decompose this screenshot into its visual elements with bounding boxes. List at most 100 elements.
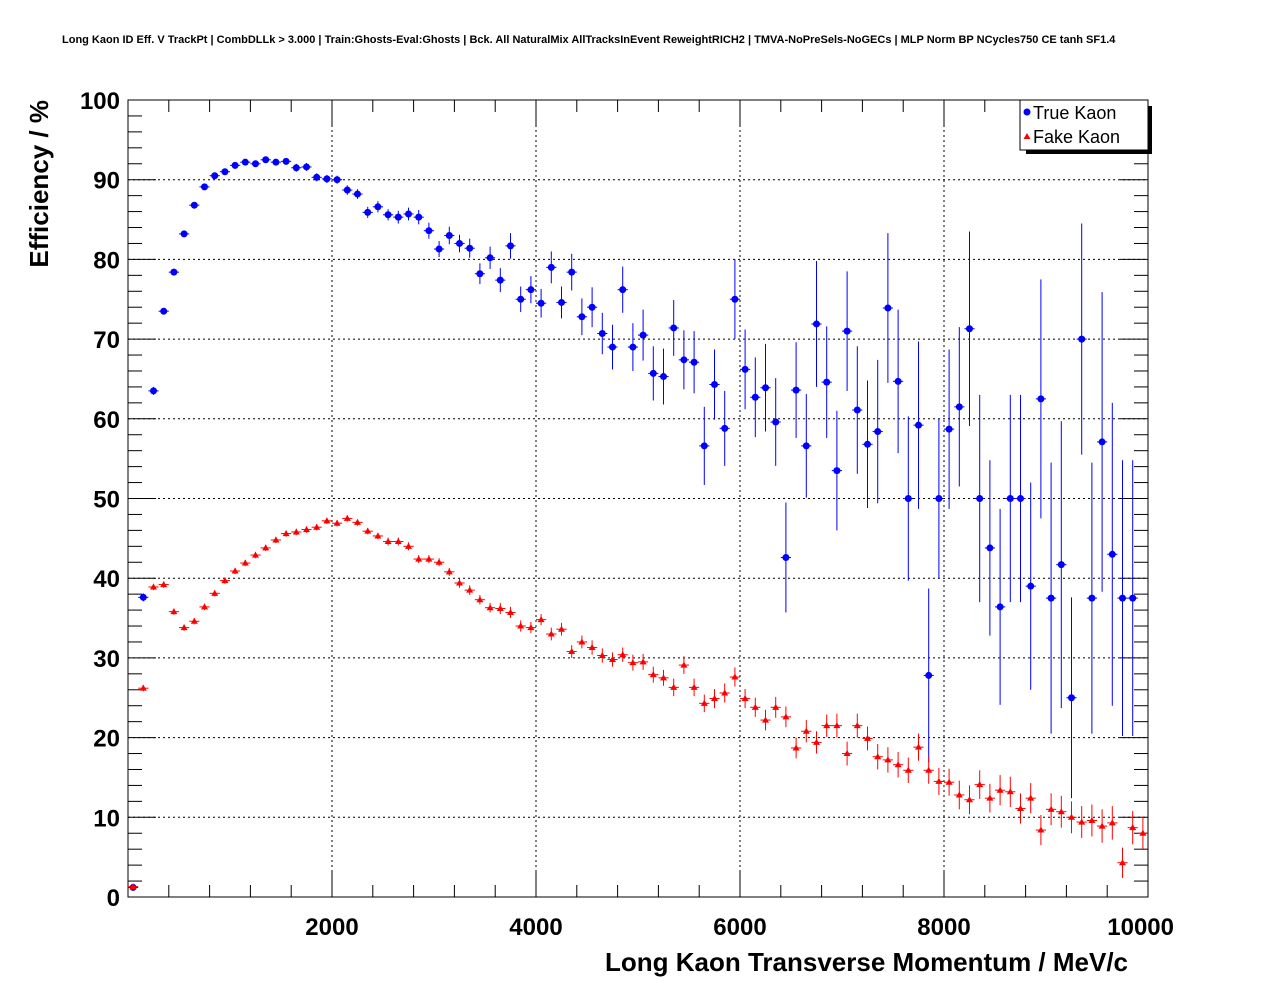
data-point [904, 495, 912, 502]
data-point [894, 761, 902, 768]
data-point [425, 227, 433, 235]
data-point [1098, 822, 1106, 829]
data-point [1119, 594, 1126, 602]
data-point [741, 365, 749, 373]
data-point [537, 299, 545, 307]
data-point [1129, 594, 1137, 602]
data-point [864, 440, 871, 448]
x-tick-label: 10000 [1107, 914, 1174, 941]
data-point [588, 644, 596, 651]
legend-label-true-kaon: True Kaon [1033, 103, 1116, 123]
data-point [1088, 816, 1096, 823]
data-point [1078, 335, 1086, 343]
data-point [690, 683, 698, 690]
data-point [129, 883, 137, 890]
data-point [568, 648, 576, 655]
data-point [609, 343, 616, 351]
data-point [180, 624, 188, 631]
x-tick-label: 4000 [509, 914, 562, 941]
data-point [915, 421, 922, 429]
data-point [578, 313, 586, 321]
data-point [578, 638, 586, 645]
series-true-kaon [128, 156, 1138, 891]
data-point [1088, 594, 1096, 602]
data-point [904, 766, 912, 773]
data-point [374, 532, 382, 539]
data-point [700, 699, 708, 706]
data-point [435, 558, 443, 565]
data-point [823, 722, 831, 729]
data-point [976, 781, 984, 788]
data-point [496, 276, 504, 284]
data-point [507, 608, 514, 615]
data-point [476, 596, 484, 603]
y-tick-label: 20 [93, 726, 120, 753]
legend-marker-fake-kaon [1023, 133, 1031, 139]
data-point [456, 239, 463, 247]
data-point [813, 320, 820, 328]
data-point [925, 671, 933, 679]
y-tick-label: 100 [80, 88, 120, 115]
data-point [1006, 495, 1014, 502]
data-point [843, 750, 851, 757]
data-point [935, 495, 943, 502]
data-point [354, 518, 361, 525]
data-point [364, 208, 372, 216]
data-point [884, 756, 892, 763]
data-point [466, 244, 474, 252]
legend-marker-true-kaon [1023, 108, 1031, 116]
data-point [833, 722, 841, 729]
data-point [721, 689, 729, 696]
data-point [813, 738, 820, 745]
data-point [1057, 561, 1065, 569]
data-point [762, 716, 769, 723]
data-point [456, 579, 463, 586]
data-point [966, 325, 973, 333]
data-point [333, 519, 341, 526]
data-point [945, 778, 953, 785]
data-point [252, 160, 259, 168]
data-point [598, 330, 606, 338]
data-point [619, 651, 627, 658]
data-point [996, 786, 1004, 793]
data-point [751, 393, 759, 401]
data-point [272, 158, 280, 166]
data-point [782, 713, 790, 720]
data-point [150, 583, 157, 590]
data-point [476, 270, 484, 278]
data-point [384, 211, 392, 219]
chart-title: Long Kaon ID Eff. V TrackPt | CombDLLk >… [62, 34, 1116, 46]
data-point [955, 403, 963, 411]
data-point [1006, 788, 1014, 795]
data-point [731, 295, 739, 303]
data-point [190, 201, 198, 209]
data-point [139, 593, 147, 601]
data-point [915, 743, 922, 750]
data-point [680, 356, 688, 364]
data-point [282, 530, 290, 537]
data-point [629, 343, 637, 351]
data-point [384, 538, 392, 545]
data-point [313, 173, 321, 181]
data-point [201, 603, 208, 610]
data-point [262, 544, 270, 551]
data-point [741, 695, 749, 702]
data-point [986, 544, 994, 552]
data-point [558, 298, 565, 306]
y-tick-label: 10 [93, 805, 120, 832]
data-point [292, 528, 300, 535]
data-series [128, 156, 1148, 891]
data-point [364, 527, 372, 534]
data-point [721, 424, 729, 432]
data-point [303, 163, 310, 171]
data-point [1037, 395, 1045, 403]
x-axis-title: Long Kaon Transverse Momentum / MeV/c [605, 947, 1128, 977]
data-point [211, 589, 219, 596]
y-tick-label: 80 [93, 247, 120, 274]
data-point [415, 213, 423, 221]
data-point [527, 286, 535, 294]
data-point [160, 581, 168, 588]
data-point [629, 659, 637, 666]
y-tick-label: 40 [93, 566, 120, 593]
x-tick-label: 6000 [713, 914, 766, 941]
